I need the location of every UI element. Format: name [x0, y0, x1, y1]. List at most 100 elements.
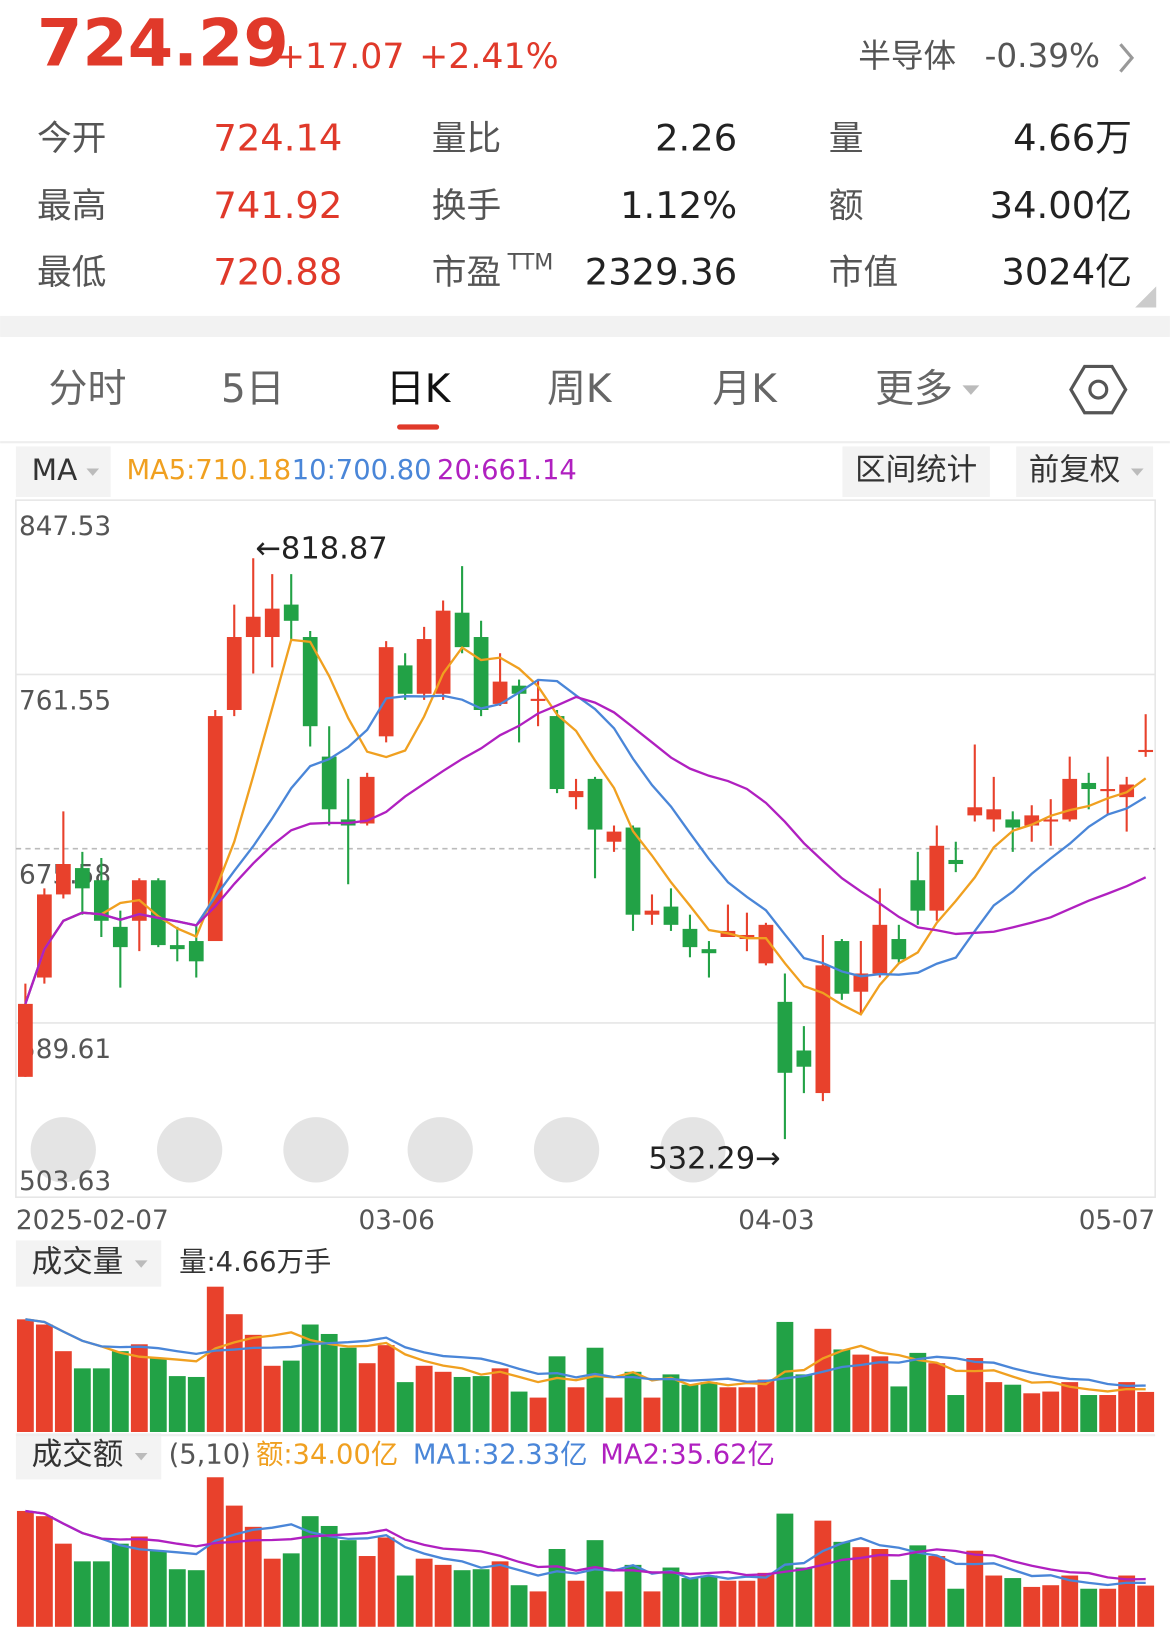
dropdown-arrow[interactable] — [962, 385, 980, 395]
tab[interactable]: 月K — [712, 367, 778, 412]
range-stats: 区间统计 — [855, 453, 977, 488]
volume-bar — [947, 1395, 965, 1432]
volume-bar — [358, 1363, 376, 1432]
candle-body — [302, 637, 318, 727]
tab-underline — [397, 424, 440, 430]
volume-bar — [795, 1374, 813, 1432]
volume-bar — [244, 1334, 262, 1432]
volume-bar — [16, 1319, 34, 1432]
settings-icon[interactable] — [1069, 364, 1128, 415]
y-tick-label: 761.55 — [19, 686, 111, 716]
chevron[interactable] — [1119, 43, 1135, 73]
candle-body — [1005, 819, 1021, 828]
amount-bar — [795, 1567, 813, 1627]
volume-bar — [1004, 1384, 1022, 1432]
zoom-button[interactable] — [533, 1117, 600, 1183]
volume-bar — [415, 1365, 433, 1432]
x-tick-label: 04-03 — [738, 1206, 814, 1236]
tab[interactable]: 5日 — [221, 367, 285, 412]
volume-bar — [567, 1387, 585, 1432]
volume-bar — [624, 1371, 642, 1432]
x-tick-label: 2025-02-07 — [16, 1206, 169, 1236]
zoom-button[interactable] — [30, 1117, 96, 1183]
amount-params: (5,10) — [169, 1440, 251, 1471]
amount-bar — [624, 1564, 642, 1627]
amount-label: 额:34.00亿 — [256, 1440, 398, 1471]
amount-bar — [282, 1553, 300, 1627]
stat-value: 720.88 — [213, 250, 342, 293]
amount-bar — [700, 1575, 718, 1627]
volume-bar — [434, 1371, 452, 1432]
amount-bar — [548, 1548, 566, 1627]
low-annotation: 532.29→ — [648, 1142, 780, 1177]
stat-value: 724.14 — [213, 117, 342, 160]
tab[interactable]: 更多 — [875, 367, 953, 412]
volume-bar — [54, 1351, 72, 1432]
ma-name: MA — [32, 453, 78, 487]
candle-body — [416, 639, 432, 694]
candle-body — [1138, 749, 1154, 753]
amount-bar — [149, 1550, 167, 1627]
volume-selector[interactable] — [15, 1240, 162, 1287]
amount-bar — [206, 1477, 224, 1627]
volume-bar — [92, 1368, 110, 1432]
amount-bar — [491, 1561, 509, 1627]
amount-bar — [871, 1548, 889, 1627]
volume-bar — [776, 1321, 794, 1432]
amount-bar — [776, 1513, 794, 1627]
candle-body — [777, 1001, 793, 1073]
candle-body — [435, 610, 451, 694]
volume-bar — [643, 1397, 661, 1432]
tab[interactable]: 分时 — [49, 367, 127, 412]
candle-body — [1024, 815, 1040, 826]
candle-body — [758, 924, 774, 964]
separator — [0, 315, 1170, 337]
zoom-button[interactable] — [407, 1117, 473, 1183]
ma10-label: 10:700.80 — [292, 455, 432, 486]
volume-bar — [130, 1344, 148, 1432]
stat-value: 4.66万 — [1013, 117, 1132, 160]
amount-bar — [1080, 1588, 1098, 1627]
volume-bar — [1118, 1382, 1136, 1432]
candle-body — [112, 926, 128, 948]
amount-bar — [472, 1569, 490, 1627]
volume-bar — [909, 1352, 927, 1432]
candle-body — [815, 965, 831, 1094]
amount-bar — [852, 1547, 870, 1627]
candle-body — [454, 612, 470, 648]
candle-body — [834, 941, 850, 994]
amount-selector[interactable] — [15, 1433, 162, 1480]
volume-bar — [1023, 1393, 1041, 1432]
candle-body — [378, 647, 394, 737]
stat-label: 市盈 — [432, 253, 501, 293]
volume-bar — [662, 1374, 680, 1432]
amount-bar — [130, 1536, 148, 1627]
sector-change: -0.39% — [985, 37, 1100, 75]
stat-label: 额 — [829, 186, 864, 226]
change-pct: +2.41% — [419, 37, 558, 77]
zoom-button[interactable] — [156, 1117, 223, 1183]
volume-label: 量:4.66万手 — [179, 1247, 331, 1278]
volume-bar — [377, 1345, 395, 1432]
stat-label: 量比 — [432, 119, 501, 159]
zoom-button[interactable] — [660, 1117, 726, 1183]
stat-value: 34.00亿 — [990, 184, 1132, 227]
volume-bar — [966, 1358, 984, 1432]
tab[interactable]: 周K — [547, 367, 613, 412]
expand-corner[interactable] — [1135, 286, 1157, 308]
amount-bar — [643, 1591, 661, 1627]
volume-bar — [833, 1349, 851, 1432]
volume-bar — [35, 1324, 53, 1432]
volume-bar — [111, 1351, 129, 1432]
zoom-button[interactable] — [283, 1117, 349, 1183]
stat-label: 今开 — [37, 119, 106, 159]
candle-body — [245, 616, 261, 638]
amount-bar — [719, 1580, 737, 1627]
sector[interactable]: 半导体 — [858, 37, 956, 75]
range-stats-button[interactable] — [842, 446, 990, 497]
tab[interactable]: 日K — [386, 367, 452, 412]
volume-bar — [890, 1386, 908, 1432]
candle-body — [93, 880, 109, 921]
adjust-selector[interactable] — [1016, 446, 1154, 497]
candle-body — [606, 831, 622, 842]
